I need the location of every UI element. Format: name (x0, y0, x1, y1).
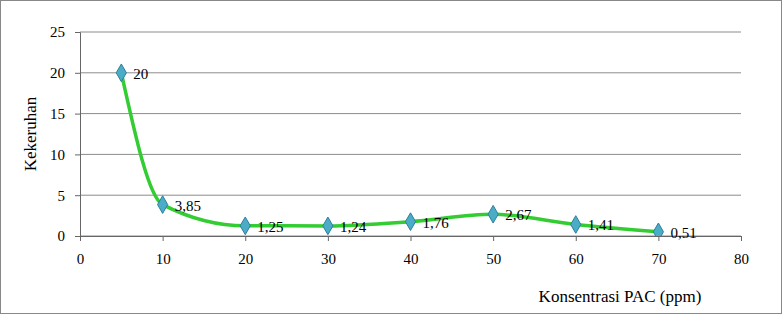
x-tick-mark (328, 236, 329, 241)
series-line (121, 73, 658, 232)
data-labels: 20 3,85 1,25 1,24 1,76 2,67 1,41 0,51 (133, 66, 696, 241)
y-tick: 20 (50, 65, 80, 81)
x-tick-label: 40 (404, 251, 419, 267)
x-tick-mark (576, 236, 577, 241)
x-tick-label: 70 (651, 251, 666, 267)
x-tick: 60 (569, 236, 584, 267)
x-tick: 10 (156, 236, 171, 267)
x-tick-mark (411, 236, 412, 241)
x-tick: 40 (404, 236, 419, 267)
x-tick-mark (658, 236, 659, 241)
y-tick: 15 (50, 106, 80, 122)
data-label: 2,67 (505, 207, 532, 223)
marker (116, 64, 126, 82)
x-tick-mark (245, 236, 246, 241)
y-tick-label: 10 (50, 147, 65, 163)
y-tick-label: 5 (58, 188, 66, 204)
x-tick-label: 60 (569, 251, 584, 267)
x-tick-mark (741, 236, 742, 241)
y-tick-label: 15 (50, 106, 65, 122)
chart: 0 10 20 30 40 50 60 70 80 0 5 10 15 20 25 Konsentrasi P… (0, 0, 782, 314)
marker (240, 217, 250, 235)
y-tick-mark (75, 114, 80, 115)
marker (488, 205, 498, 223)
grid-line (80, 72, 741, 73)
y-tick: 5 (58, 188, 81, 204)
y-tick-mark (75, 236, 80, 237)
x-axis: 0 10 20 30 40 50 60 70 80 (77, 236, 749, 267)
y-axis-line (75, 33, 81, 237)
y-tick-mark (75, 195, 80, 196)
y-tick-label: 0 (58, 228, 66, 244)
y-tick-mark (75, 154, 80, 155)
x-tick-label: 0 (77, 251, 85, 267)
x-tick-label: 30 (321, 251, 336, 267)
x-tick: 0 (77, 236, 85, 267)
x-tick: 20 (238, 236, 253, 267)
y-tick-mark (75, 32, 80, 33)
data-label: 20 (133, 66, 148, 82)
x-tick: 80 (734, 236, 749, 267)
data-label: 1,41 (588, 217, 614, 233)
x-tick-label: 10 (156, 251, 171, 267)
y-tick-label: 25 (50, 24, 65, 40)
marker (323, 217, 333, 235)
marker (158, 196, 168, 214)
y-axis-title: Kekeruhan (21, 96, 40, 171)
plot-area (116, 64, 663, 236)
marker (653, 223, 663, 236)
x-tick-mark (163, 236, 164, 241)
data-label: 1,76 (423, 215, 450, 231)
x-tick-label: 50 (486, 251, 501, 267)
x-tick: 70 (651, 236, 666, 267)
y-tick: 0 (58, 228, 81, 244)
data-label: 1,24 (340, 219, 367, 235)
marker (571, 216, 581, 234)
x-tick: 50 (486, 236, 501, 267)
chart-frame (1, 1, 782, 314)
data-label: 3,85 (175, 198, 201, 214)
x-axis-line (81, 237, 742, 242)
grid-line (80, 113, 741, 114)
x-tick-label: 80 (734, 251, 749, 267)
y-tick: 10 (50, 147, 80, 163)
y-tick-label: 20 (50, 65, 65, 81)
marker (405, 213, 415, 231)
data-label: 1,25 (257, 219, 283, 235)
grid (80, 32, 741, 236)
data-label: 0,51 (670, 225, 696, 241)
x-tick-mark (493, 236, 494, 241)
x-tick-label: 20 (238, 251, 253, 267)
y-tick: 25 (50, 24, 80, 40)
grid-line (80, 195, 741, 196)
x-tick: 30 (321, 236, 336, 267)
grid-line (80, 32, 741, 33)
grid-line (80, 154, 741, 155)
y-tick-mark (75, 73, 80, 74)
y-axis: 0 5 10 15 20 25 (50, 24, 81, 244)
x-axis-title: Konsentrasi PAC (ppm) (539, 287, 702, 306)
